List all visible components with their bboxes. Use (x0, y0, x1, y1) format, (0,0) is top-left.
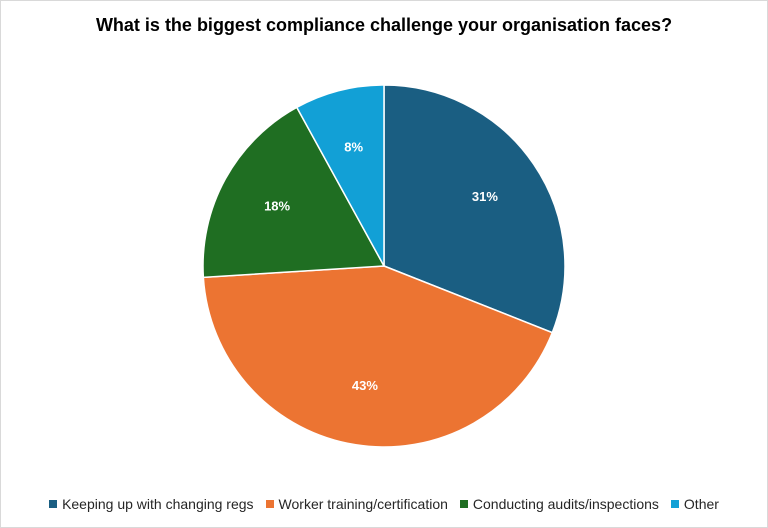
legend-swatch-keeping-up (49, 500, 58, 508)
legend: Keeping up with changing regs Worker tra… (1, 496, 767, 512)
data-label-other: 8% (344, 139, 363, 154)
legend-item-worker-training[interactable]: Worker training/certification (265, 496, 448, 512)
legend-item-audits[interactable]: Conducting audits/inspections (459, 496, 659, 512)
legend-label-other: Other (683, 496, 719, 512)
legend-label-keeping-up: Keeping up with changing regs (62, 496, 254, 512)
data-label-audits: 18% (264, 199, 290, 214)
legend-label-audits: Conducting audits/inspections (472, 496, 659, 512)
data-label-keeping-up: 31% (472, 189, 498, 204)
pie-slices (202, 84, 566, 448)
pie-slice-audits[interactable] (202, 106, 386, 279)
legend-swatch-worker-training (265, 500, 274, 508)
pie-slice-worker-training[interactable] (202, 265, 554, 448)
legend-swatch-other (670, 500, 679, 508)
pie-slice-other[interactable] (295, 84, 385, 267)
data-label-worker-training: 43% (352, 378, 378, 393)
legend-item-other[interactable]: Other (670, 496, 719, 512)
legend-label-worker-training: Worker training/certification (278, 496, 448, 512)
chart-title: What is the biggest compliance challenge… (95, 15, 673, 35)
legend-swatch-audits (459, 500, 468, 508)
legend-item-keeping-up[interactable]: Keeping up with changing regs (49, 496, 254, 512)
pie-labels: 31% 43% 18% 8% (264, 139, 498, 393)
pie-slice-keeping-up[interactable] (383, 84, 566, 334)
